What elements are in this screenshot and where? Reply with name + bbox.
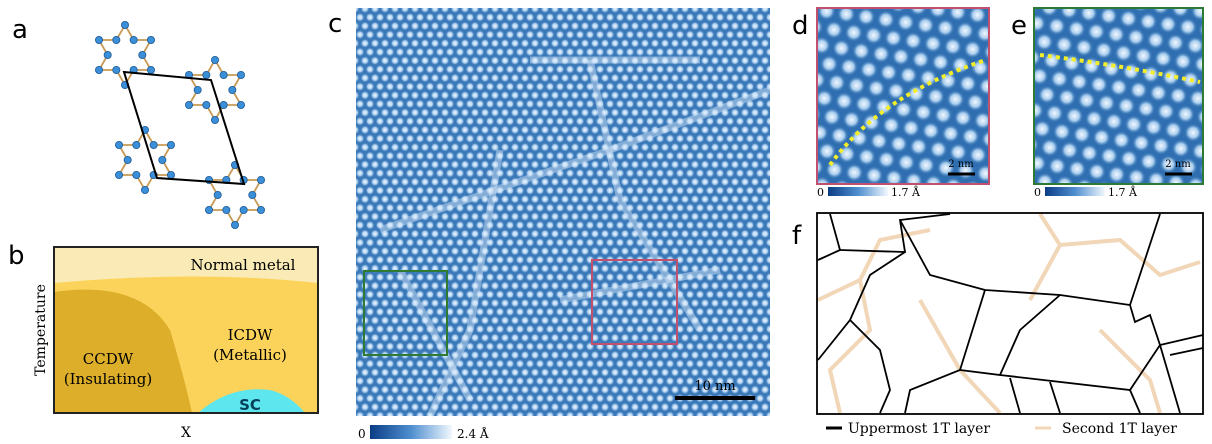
panel-label: a [12, 15, 28, 45]
atom [139, 51, 146, 58]
atom [237, 71, 244, 78]
panel-label: e [1011, 11, 1027, 41]
colorbar [370, 425, 452, 439]
phase-label: ICDW [228, 326, 273, 344]
atom [220, 101, 227, 108]
atom [147, 36, 154, 43]
atom [113, 36, 120, 43]
atom [194, 86, 201, 93]
atom [115, 141, 122, 148]
atom [113, 66, 120, 73]
atom [150, 141, 157, 148]
atom [240, 206, 247, 213]
colorbar-label: 0 [358, 427, 366, 441]
atom [185, 101, 192, 108]
atom [257, 206, 264, 213]
atom [203, 101, 210, 108]
colorbar-label: 1.7 Å [1108, 185, 1138, 199]
phase-note: (Metallic) [213, 346, 287, 364]
axis-label: Temperature [33, 284, 49, 376]
atom [133, 141, 140, 148]
phase-label: Normal metal [191, 256, 296, 274]
colorbar [828, 187, 888, 196]
colorbar-label: 1.7 Å [891, 185, 921, 199]
atom [167, 171, 174, 178]
atom [159, 156, 166, 163]
colorbar-label: 2.4 Å [457, 426, 489, 441]
second-layer [818, 214, 1200, 413]
top-layer [818, 214, 1203, 413]
atom [214, 191, 221, 198]
atom [133, 171, 140, 178]
atom [130, 36, 137, 43]
atom [121, 21, 128, 28]
atom [220, 71, 227, 78]
atom [167, 141, 174, 148]
colorbar-label: 0 [1034, 186, 1041, 199]
atom [231, 221, 238, 228]
panel-label: f [792, 221, 802, 251]
panel-frame [817, 213, 1203, 414]
atom [257, 176, 264, 183]
scale-label: 2 nm [1165, 159, 1191, 170]
panel-label: b [8, 241, 25, 271]
atom [141, 186, 148, 193]
stm-image [817, 8, 989, 184]
atom [147, 66, 154, 73]
legend-label: Second 1T layer [1062, 421, 1177, 437]
panel-label: d [792, 11, 809, 41]
stm-image [1034, 8, 1203, 184]
atom [249, 191, 256, 198]
atom [229, 86, 236, 93]
atom [223, 206, 230, 213]
scale-label: 10 nm [694, 379, 735, 394]
atom [211, 116, 218, 123]
scale-label: 2 nm [948, 159, 974, 170]
atom [95, 36, 102, 43]
phase-note: (Insulating) [64, 370, 152, 388]
phase-label: CCDW [83, 350, 134, 368]
figure: a b Normal metal ICDW (Metallic) CCDW (I… [0, 0, 1212, 444]
panel-label: c [328, 9, 342, 39]
phase-label: SC [239, 396, 261, 414]
atom [115, 171, 122, 178]
unit-cell [124, 72, 244, 184]
axis-label: X [181, 425, 191, 441]
atom [237, 101, 244, 108]
atom [104, 51, 111, 58]
atom [124, 156, 131, 163]
colorbar-label: 0 [817, 186, 824, 199]
kagome-lattice [95, 21, 264, 228]
atom [205, 206, 212, 213]
atom [211, 56, 218, 63]
colorbar [1045, 187, 1105, 196]
legend-label: Uppermost 1T layer [848, 421, 990, 437]
atom [95, 66, 102, 73]
atom [203, 71, 210, 78]
